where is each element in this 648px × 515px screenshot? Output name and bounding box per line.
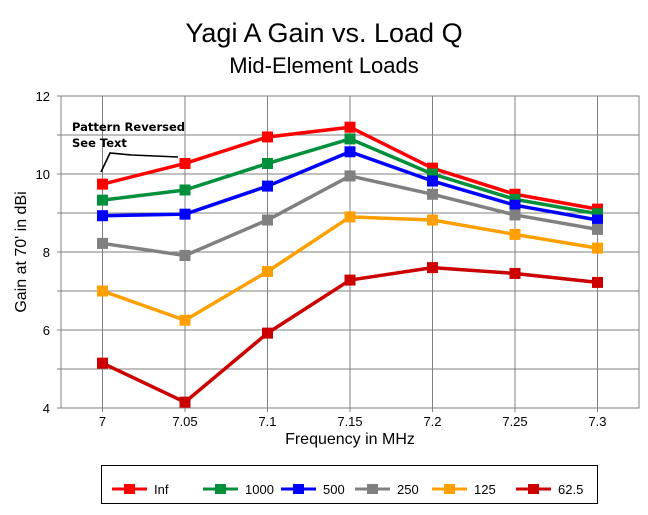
data-point xyxy=(427,188,438,200)
data-point xyxy=(262,157,273,169)
legend-item: Inf xyxy=(112,482,169,497)
series-group xyxy=(97,121,603,408)
annotation: Pattern Reversed See Text xyxy=(72,120,185,173)
data-point xyxy=(592,242,603,254)
data-point xyxy=(179,250,191,262)
data-point xyxy=(509,199,521,211)
data-point xyxy=(427,162,438,174)
legend-swatch-marker xyxy=(444,484,455,494)
data-point xyxy=(344,121,356,133)
data-point xyxy=(344,170,356,182)
data-point xyxy=(262,131,273,143)
data-point xyxy=(97,285,108,297)
series-125 xyxy=(97,211,603,326)
x-tick-label: 7.25 xyxy=(502,414,527,429)
gridlines xyxy=(61,96,639,408)
x-tick-label: 7.2 xyxy=(423,414,441,429)
x-axis-label: Frequency in MHz xyxy=(285,431,415,448)
data-point xyxy=(262,266,273,277)
data-point xyxy=(509,209,521,221)
data-point xyxy=(262,327,273,339)
series-1000 xyxy=(97,133,603,220)
legend-box xyxy=(101,465,598,504)
annotation-line-2: See Text xyxy=(72,136,127,150)
legend-label: Inf xyxy=(154,482,169,497)
legend-swatch-marker xyxy=(293,484,304,494)
y-tick-label: 4 xyxy=(43,401,50,416)
legend-label: 62.5 xyxy=(558,482,583,497)
legend-item: 1000 xyxy=(203,482,274,497)
data-point xyxy=(592,214,603,226)
legend-swatch-marker xyxy=(124,484,135,494)
chart-title: Yagi A Gain vs. Load Q xyxy=(185,18,462,48)
data-point xyxy=(97,194,108,206)
legend-swatch-marker xyxy=(367,484,378,494)
legend-item: 125 xyxy=(432,482,496,497)
chart-subtitle: Mid-Element Loads xyxy=(229,53,419,78)
legend-label: 1000 xyxy=(245,482,274,497)
y-tick-label: 8 xyxy=(43,245,50,260)
data-point xyxy=(427,168,438,180)
series-62.5 xyxy=(97,262,603,408)
data-point xyxy=(509,193,521,205)
data-point xyxy=(97,178,108,190)
data-point xyxy=(179,184,191,196)
legend-swatch-marker xyxy=(215,484,226,494)
series-250 xyxy=(97,170,603,262)
data-point xyxy=(427,214,438,226)
y-tick-label: 12 xyxy=(36,89,50,104)
x-tick-label: 7.3 xyxy=(588,414,606,429)
data-point xyxy=(179,396,191,408)
legend: Inf 1000 500 250 125 62.5 xyxy=(112,482,583,497)
data-point xyxy=(344,274,356,286)
data-point xyxy=(427,262,438,274)
y-tick-label: 10 xyxy=(36,167,50,182)
legend-item: 62.5 xyxy=(516,482,583,497)
data-point xyxy=(509,267,521,279)
legend-label: 500 xyxy=(323,482,345,497)
data-point xyxy=(179,208,191,220)
data-point xyxy=(509,228,521,240)
legend-label: 125 xyxy=(474,482,496,497)
y-tick-label: 6 xyxy=(43,323,50,338)
data-point xyxy=(179,314,191,326)
data-point xyxy=(97,357,108,369)
y-axis-ticks: 4 6 8 10 12 xyxy=(36,89,61,416)
annotation-line-1: Pattern Reversed xyxy=(72,120,185,134)
data-point xyxy=(344,146,356,158)
data-point xyxy=(97,210,108,222)
data-point xyxy=(592,223,603,235)
data-point xyxy=(179,157,191,169)
series-500 xyxy=(97,146,603,226)
data-point xyxy=(344,133,356,145)
data-point xyxy=(97,237,108,249)
data-point xyxy=(592,208,603,220)
data-point xyxy=(344,211,356,223)
x-tick-label: 7 xyxy=(99,414,106,429)
data-point xyxy=(262,214,273,226)
data-point xyxy=(592,276,603,288)
legend-swatch-marker xyxy=(528,484,539,494)
y-axis-label: Gain at 70' in dBi xyxy=(13,191,30,312)
data-point xyxy=(427,175,438,187)
legend-label: 250 xyxy=(397,482,419,497)
x-tick-label: 7.05 xyxy=(172,414,197,429)
legend-item: 500 xyxy=(281,482,345,497)
legend-item: 250 xyxy=(355,482,419,497)
x-axis-ticks: 7 7.05 7.1 7.15 7.2 7.25 7.3 xyxy=(99,408,607,429)
x-tick-label: 7.15 xyxy=(337,414,362,429)
data-point xyxy=(262,180,273,192)
x-tick-label: 7.1 xyxy=(258,414,276,429)
annotation-pointer-line xyxy=(100,152,179,173)
